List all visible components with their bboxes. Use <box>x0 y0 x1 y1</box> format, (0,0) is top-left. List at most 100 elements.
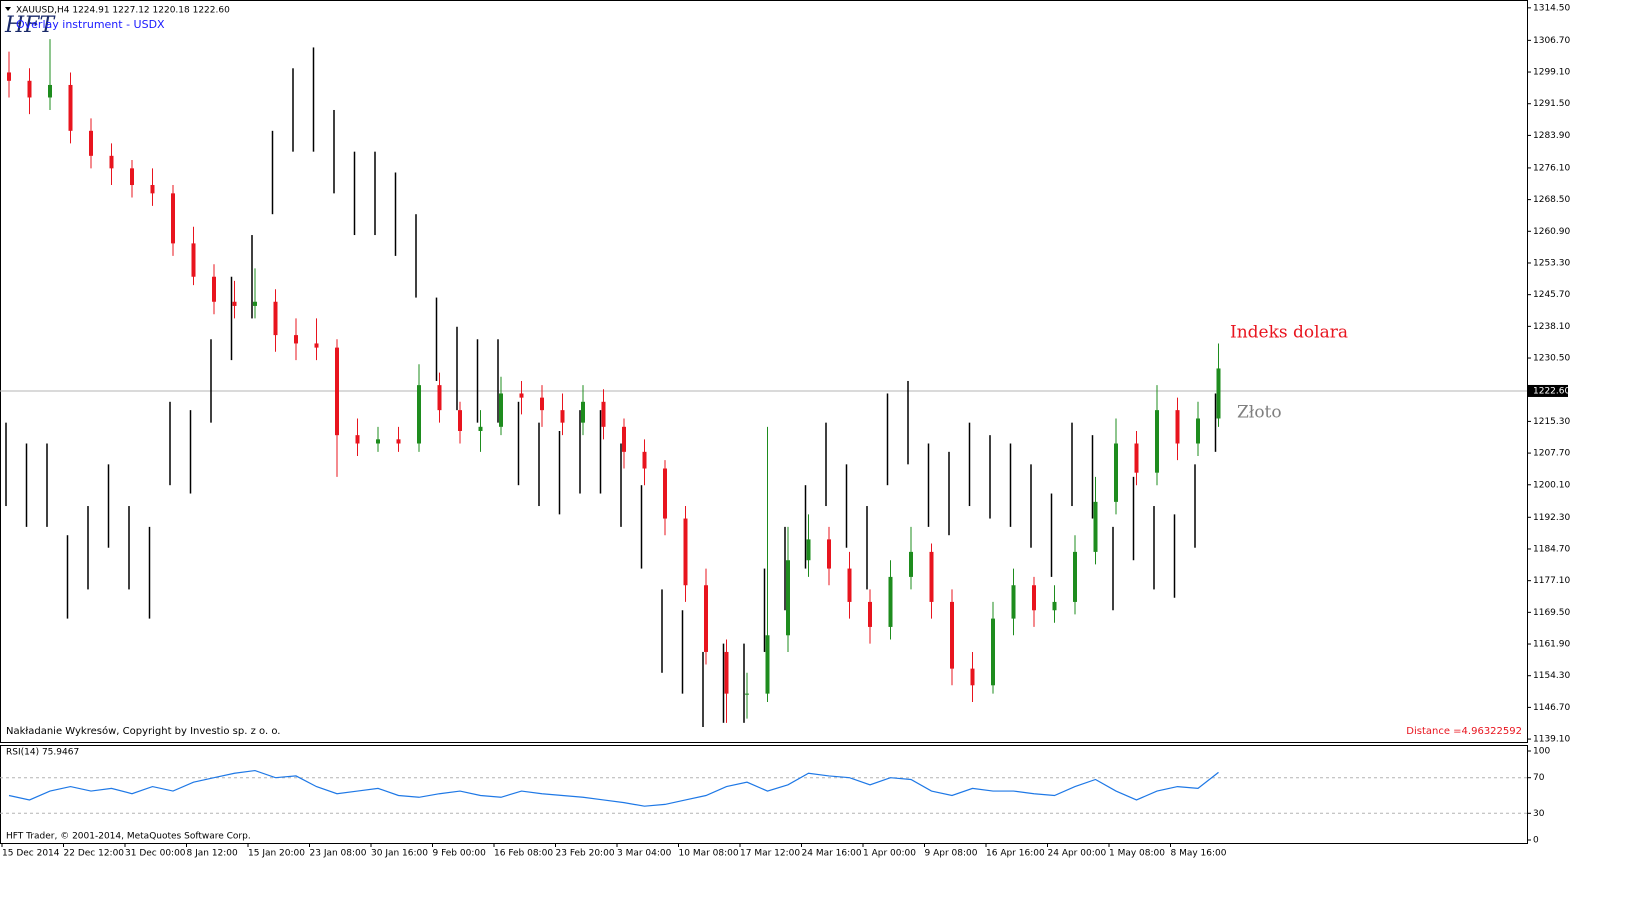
symbol-line: XAUUSD,H4 1224.91 1227.12 1220.18 1222.6… <box>16 6 230 16</box>
y-tick-label: 1207.70 <box>1533 449 1570 459</box>
y-tick-label: 1169.50 <box>1533 608 1570 618</box>
candle-body <box>888 576 893 627</box>
candle-body <box>1175 410 1180 444</box>
rsi-panel <box>0 745 1528 844</box>
x-tick-label: 9 Apr 08:00 <box>925 849 978 859</box>
candle-body <box>601 401 606 427</box>
menu-arrow <box>5 7 11 11</box>
candle-body <box>847 568 852 602</box>
candle-body <box>786 560 790 636</box>
candle-body <box>704 585 708 652</box>
y-tick-label: 1253.30 <box>1533 258 1570 268</box>
candle-body <box>478 426 483 431</box>
candle-body <box>273 301 278 336</box>
x-tick-label: 9 Feb 00:00 <box>433 849 487 859</box>
x-tick-label: 15 Jan 20:00 <box>248 849 305 859</box>
candle-body <box>1011 585 1016 619</box>
candle-body <box>663 468 667 519</box>
candle-body <box>417 385 421 444</box>
candle-body <box>970 668 975 686</box>
candle-body <box>1093 501 1098 552</box>
y-tick-label: 1276.10 <box>1533 163 1570 173</box>
y-tick-label: 1306.70 <box>1533 36 1570 46</box>
candle-body <box>1134 443 1139 473</box>
candle-body <box>27 80 32 98</box>
y-tick-label: 1268.50 <box>1533 195 1570 205</box>
candle-body <box>1032 585 1036 611</box>
candle-body <box>765 635 770 694</box>
x-tick-label: 31 Dec 00:00 <box>125 849 186 859</box>
candle-body <box>724 651 729 694</box>
y-tick-label: 1245.70 <box>1533 290 1570 300</box>
series-label: Złoto <box>1237 403 1282 423</box>
x-tick-label: 22 Dec 12:00 <box>64 849 125 859</box>
candle-body <box>232 301 237 306</box>
y-tick-label: 1192.30 <box>1533 513 1570 523</box>
candle-body <box>1216 368 1221 419</box>
x-tick-label: 24 Apr 00:00 <box>1048 849 1107 859</box>
y-tick-label: 1146.70 <box>1533 703 1570 713</box>
candle-body <box>622 426 626 452</box>
x-tick-label: 17 Mar 12:00 <box>740 849 800 859</box>
y-tick-label: 1161.90 <box>1533 640 1570 650</box>
candle-body <box>437 385 442 411</box>
candle-body <box>499 393 503 427</box>
candle-body <box>642 451 647 469</box>
candle-body <box>294 335 298 344</box>
x-tick-label: 24 Mar 16:00 <box>802 849 862 859</box>
footer: HFT Trader, © 2001-2014, MetaQuotes Soft… <box>6 832 251 842</box>
x-tick-label: 23 Jan 08:00 <box>310 849 367 859</box>
candle-body <box>1114 443 1118 502</box>
current-price-box <box>1528 384 1568 397</box>
rsi-title: RSI(14) 75.9467 <box>6 748 79 758</box>
rsi-line <box>8 769 1219 807</box>
y-tick-label: 1283.90 <box>1533 131 1570 141</box>
candle-body <box>314 343 319 348</box>
y-tick-label: 1314.50 <box>1533 3 1570 13</box>
y-tick-label: 1260.90 <box>1533 227 1570 237</box>
x-tick-label: 8 Jan 12:00 <box>187 849 239 859</box>
y-tick-label: 70 <box>1533 773 1545 783</box>
candle-body <box>683 518 688 586</box>
candle-body <box>89 130 93 156</box>
current-price-label: 1222.60 <box>1533 386 1570 396</box>
candle-body <box>458 410 462 431</box>
logo: HFT <box>4 13 56 38</box>
candle-body <box>1052 601 1057 611</box>
y-tick-label: 1291.50 <box>1533 99 1570 109</box>
x-tick-label: 16 Feb 08:00 <box>494 849 553 859</box>
y-tick-label: 1139.10 <box>1533 735 1570 745</box>
main-panel <box>0 0 1528 743</box>
candle-body <box>48 84 52 98</box>
y-tick-label: 0 <box>1533 836 1539 846</box>
candle-body <box>355 435 360 444</box>
candle-body <box>519 393 524 398</box>
candle-body <box>560 410 565 423</box>
candle-body <box>540 397 544 411</box>
candle-body <box>212 276 216 302</box>
x-tick-label: 1 Apr 00:00 <box>863 849 916 859</box>
y-tick-label: 100 <box>1533 747 1550 757</box>
copyright: Nakładanie Wykresów, Copyright by Invest… <box>6 725 280 737</box>
y-tick-label: 1299.10 <box>1533 68 1570 78</box>
candle-body <box>909 551 913 577</box>
y-tick-label: 1230.50 <box>1533 354 1570 364</box>
candle-body <box>130 168 134 186</box>
candle-body <box>7 72 11 81</box>
x-tick-label: 16 Apr 16:00 <box>986 849 1045 859</box>
y-tick-label: 1184.70 <box>1533 544 1570 554</box>
y-tick-label: 1177.10 <box>1533 576 1570 586</box>
distance: Distance =4.96322592 <box>1406 726 1522 737</box>
candle-body <box>396 439 401 444</box>
x-tick-label: 1 May 08:00 <box>1109 849 1165 859</box>
candle-body <box>1073 551 1077 602</box>
candle-body <box>745 693 749 695</box>
y-tick-label: 1154.30 <box>1533 671 1570 681</box>
y-tick-label: 30 <box>1533 809 1545 819</box>
candle-body <box>950 601 954 669</box>
candle-body <box>827 539 831 569</box>
candle-body <box>868 601 872 627</box>
candle-body <box>1196 418 1200 444</box>
